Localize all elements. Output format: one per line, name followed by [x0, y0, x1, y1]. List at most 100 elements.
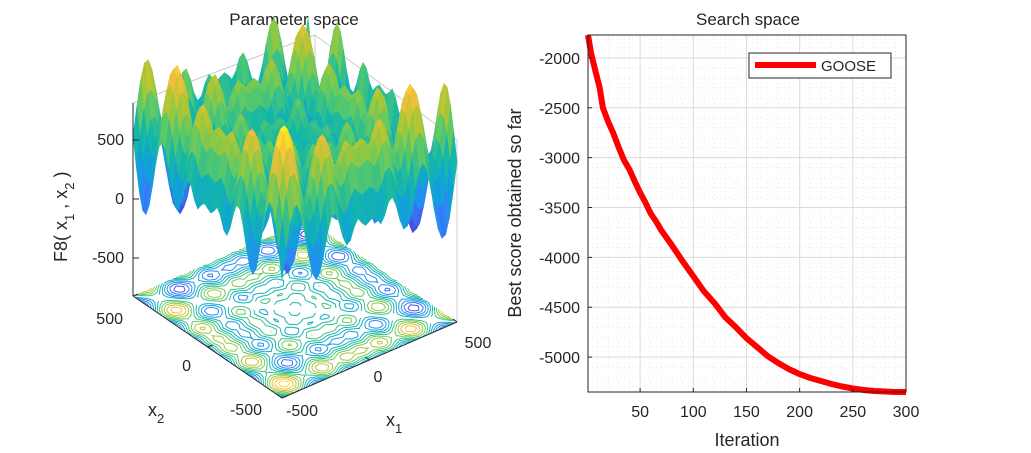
contour-segment: [369, 326, 373, 329]
contour-segment: [280, 331, 283, 335]
contour-segment: [269, 266, 275, 269]
contour-segment: [282, 368, 290, 371]
contour-segment: [338, 281, 341, 286]
contour-segment: [204, 318, 212, 321]
contour-segment: [240, 340, 245, 344]
contour-segment: [346, 248, 352, 252]
contour-segment: [382, 319, 385, 321]
contour-segment: [338, 265, 344, 268]
contour-segment: [201, 311, 205, 316]
contour-segment: [302, 375, 306, 379]
contour-segment: [254, 325, 260, 329]
contour-segment: [423, 323, 426, 328]
contour-segment: [434, 314, 438, 319]
contour-segment: [208, 325, 212, 329]
contour-segment: [332, 316, 335, 321]
contour-segment: [439, 312, 443, 317]
contour-segment: [195, 267, 200, 271]
contour-segment: [330, 255, 334, 260]
contour-segment: [273, 372, 282, 374]
contour-segment: [347, 342, 353, 346]
contour-segment: [357, 258, 360, 261]
contour-segment: [267, 292, 272, 296]
contour-segment: [198, 316, 200, 318]
contour-segment: [218, 274, 221, 277]
contour-segment: [374, 286, 377, 291]
contour-segment: [350, 255, 353, 260]
contour-segment: [349, 272, 355, 276]
contour-segment: [198, 272, 201, 277]
contour-segment: [332, 369, 335, 373]
contour-segment: [385, 302, 389, 307]
contour-segment: [384, 310, 387, 313]
contour-segment: [347, 352, 353, 354]
contour-segment: [137, 297, 145, 300]
contour-segment: [222, 331, 228, 335]
contour-segment: [185, 289, 190, 294]
contour-segment: [360, 260, 364, 263]
contour-segment: [341, 260, 347, 263]
contour-segment: [244, 343, 248, 347]
contour-segment: [381, 313, 388, 315]
contour-segment: [252, 331, 256, 335]
contour-segment: [242, 306, 249, 309]
contour-segment: [141, 290, 148, 293]
contour-segment: [331, 371, 334, 374]
contour-segment: [276, 391, 282, 394]
contour-segment: [260, 319, 263, 321]
contour-segment: [224, 264, 231, 267]
contour-segment: [424, 329, 426, 333]
contour-segment: [291, 363, 294, 366]
contour-segment: [236, 329, 240, 334]
contour-segment: [278, 355, 284, 357]
contour-segment: [421, 328, 424, 333]
contour-segment: [232, 254, 238, 258]
contour-segment: [309, 376, 316, 379]
contour-segment: [277, 357, 282, 362]
contour-segment: [177, 318, 182, 320]
contour-segment: [159, 309, 161, 314]
contour-segment: [395, 285, 399, 290]
contour-segment: [207, 273, 209, 277]
contour-segment: [388, 301, 392, 306]
contour-segment: [375, 294, 382, 298]
contour-segment: [177, 301, 185, 304]
contour-segment: [324, 283, 329, 287]
contour-segment: [358, 326, 361, 329]
contour-segment: [399, 283, 404, 288]
contour-segment: [375, 298, 382, 301]
contour-segment: [181, 303, 187, 307]
contour-segment: [335, 349, 341, 353]
contour-segment: [406, 325, 410, 327]
contour-segment: [265, 300, 270, 305]
contour-segment: [294, 267, 300, 270]
contour-segment: [397, 289, 400, 293]
contour-segment: [143, 291, 150, 294]
contour-segment: [201, 315, 208, 319]
contour-segment: [386, 277, 391, 281]
contour-segment: [393, 339, 397, 343]
contour-segment: [375, 277, 378, 282]
contour-segment: [207, 322, 212, 325]
contour-segment: [245, 358, 247, 360]
contour-segment: [339, 243, 345, 246]
contour-segment: [251, 327, 257, 331]
contour-segment: [184, 313, 189, 318]
contour-segment: [354, 361, 360, 365]
contour-segment: [227, 275, 233, 279]
contour-segment: [399, 343, 404, 347]
contour-segment: [356, 335, 359, 338]
contour-segment: [361, 266, 366, 271]
contour-segment: [229, 256, 233, 260]
contour-segment: [330, 280, 335, 284]
contour-segment: [229, 332, 234, 337]
contour-segment: [420, 308, 424, 313]
contour-segment: [383, 327, 388, 332]
contour-segment: [335, 369, 338, 372]
contour-segment: [232, 285, 241, 288]
contour-segment: [231, 282, 234, 287]
contour-segment: [336, 261, 342, 263]
contour-segment: [414, 335, 421, 338]
contour-segment: [203, 340, 207, 344]
contour-segment: [417, 297, 423, 300]
